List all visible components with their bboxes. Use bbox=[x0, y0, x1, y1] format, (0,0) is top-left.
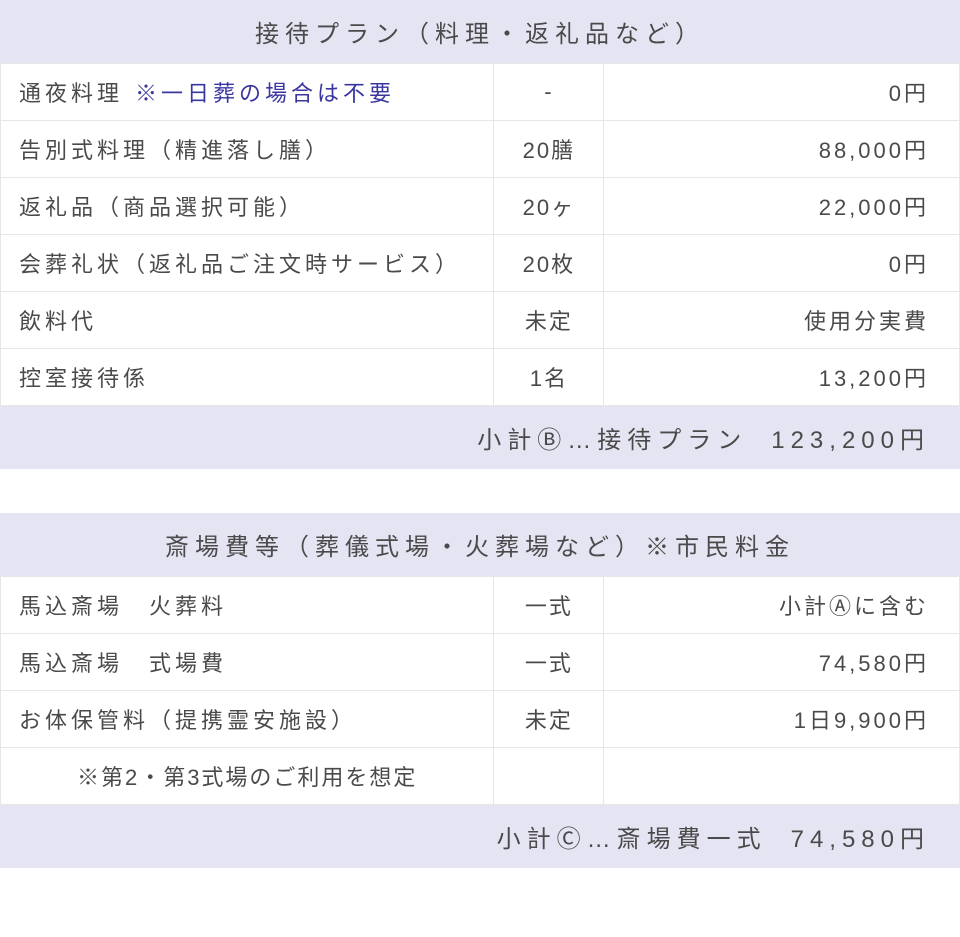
item-description-text: 会葬礼状（返礼品ご注文時サービス） bbox=[19, 252, 461, 277]
subtotal-price: 74,580円 bbox=[791, 826, 930, 853]
item-description-text: 通夜料理 bbox=[19, 81, 123, 106]
pricing-table: 通夜料理※一日葬の場合は不要-0円告別式料理（精進落し膳）20膳88,000円返… bbox=[0, 63, 960, 406]
item-description-text: 控室接待係 bbox=[19, 366, 149, 391]
item-price: 74,580円 bbox=[604, 634, 960, 691]
item-description: 会葬礼状（返礼品ご注文時サービス） bbox=[1, 235, 494, 292]
item-quantity: 20膳 bbox=[494, 121, 604, 178]
item-price: 小計Ⓐに含む bbox=[604, 577, 960, 634]
pricing-section: 接待プラン（料理・返礼品など）通夜料理※一日葬の場合は不要-0円告別式料理（精進… bbox=[0, 0, 960, 469]
pricing-table: 馬込斎場 火葬料一式小計Ⓐに含む馬込斎場 式場費一式74,580円お体保管料（提… bbox=[0, 576, 960, 805]
table-row: 控室接待係 1名13,200円 bbox=[1, 349, 960, 406]
item-description-text: 返礼品（商品選択可能） bbox=[19, 195, 305, 220]
table-row: お体保管料（提携霊安施設） 未定1日9,900円 bbox=[1, 691, 960, 748]
item-quantity: 20枚 bbox=[494, 235, 604, 292]
item-quantity: 未定 bbox=[494, 292, 604, 349]
item-quantity: 一式 bbox=[494, 577, 604, 634]
item-quantity: 1名 bbox=[494, 349, 604, 406]
item-note: ※一日葬の場合は不要 bbox=[135, 81, 395, 106]
item-description-text: 馬込斎場 式場費 bbox=[19, 651, 227, 676]
table-row: ※第2・第3式場のご利用を想定 bbox=[1, 748, 960, 805]
item-price: 0円 bbox=[604, 235, 960, 292]
item-price: 22,000円 bbox=[604, 178, 960, 235]
table-row: 通夜料理 ※一日葬の場合は不要 -0円 bbox=[1, 64, 960, 121]
table-row: 会葬礼状（返礼品ご注文時サービス） 20枚0円 bbox=[1, 235, 960, 292]
table-row: 飲料代 未定使用分実費 bbox=[1, 292, 960, 349]
item-description: 飲料代 bbox=[1, 292, 494, 349]
item-price: 0円 bbox=[604, 64, 960, 121]
item-quantity: 未定 bbox=[494, 691, 604, 748]
item-description: 馬込斎場 式場費 bbox=[1, 634, 494, 691]
table-row: 返礼品（商品選択可能） 20ヶ22,000円 bbox=[1, 178, 960, 235]
item-price: 88,000円 bbox=[604, 121, 960, 178]
item-quantity: 一式 bbox=[494, 634, 604, 691]
item-description-text: 飲料代 bbox=[19, 309, 97, 334]
subtotal-label: 小計Ⓑ…接待プラン bbox=[477, 427, 747, 454]
subtotal-row: 小計Ⓒ…斎場費一式 74,580円 bbox=[0, 805, 960, 868]
subtotal-label: 小計Ⓒ…斎場費一式 bbox=[497, 826, 767, 853]
pricing-section: 斎場費等（葬儀式場・火葬場など）※市民料金馬込斎場 火葬料一式小計Ⓐに含む馬込斎… bbox=[0, 513, 960, 868]
item-price bbox=[604, 748, 960, 805]
item-description-text: お体保管料（提携霊安施設） bbox=[19, 708, 357, 733]
item-description-text: 馬込斎場 火葬料 bbox=[19, 594, 227, 619]
item-description-text: ※第2・第3式場のご利用を想定 bbox=[77, 765, 417, 790]
item-price: 1日9,900円 bbox=[604, 691, 960, 748]
item-description: 告別式料理（精進落し膳） bbox=[1, 121, 494, 178]
item-price: 13,200円 bbox=[604, 349, 960, 406]
item-description-text: 告別式料理（精進落し膳） bbox=[19, 138, 331, 163]
item-description: ※第2・第3式場のご利用を想定 bbox=[1, 748, 494, 805]
item-quantity bbox=[494, 748, 604, 805]
item-quantity: 20ヶ bbox=[494, 178, 604, 235]
item-description: 控室接待係 bbox=[1, 349, 494, 406]
item-description: お体保管料（提携霊安施設） bbox=[1, 691, 494, 748]
section-header: 接待プラン（料理・返礼品など） bbox=[0, 0, 960, 63]
item-description: 馬込斎場 火葬料 bbox=[1, 577, 494, 634]
item-price: 使用分実費 bbox=[604, 292, 960, 349]
section-header: 斎場費等（葬儀式場・火葬場など）※市民料金 bbox=[0, 513, 960, 576]
subtotal-price: 123,200円 bbox=[771, 427, 930, 454]
item-description: 返礼品（商品選択可能） bbox=[1, 178, 494, 235]
item-description: 通夜料理 ※一日葬の場合は不要 bbox=[1, 64, 494, 121]
table-row: 告別式料理（精進落し膳） 20膳88,000円 bbox=[1, 121, 960, 178]
subtotal-row: 小計Ⓑ…接待プラン 123,200円 bbox=[0, 406, 960, 469]
item-quantity: - bbox=[494, 64, 604, 121]
table-row: 馬込斎場 火葬料 一式小計Ⓐに含む bbox=[1, 577, 960, 634]
table-row: 馬込斎場 式場費 一式74,580円 bbox=[1, 634, 960, 691]
